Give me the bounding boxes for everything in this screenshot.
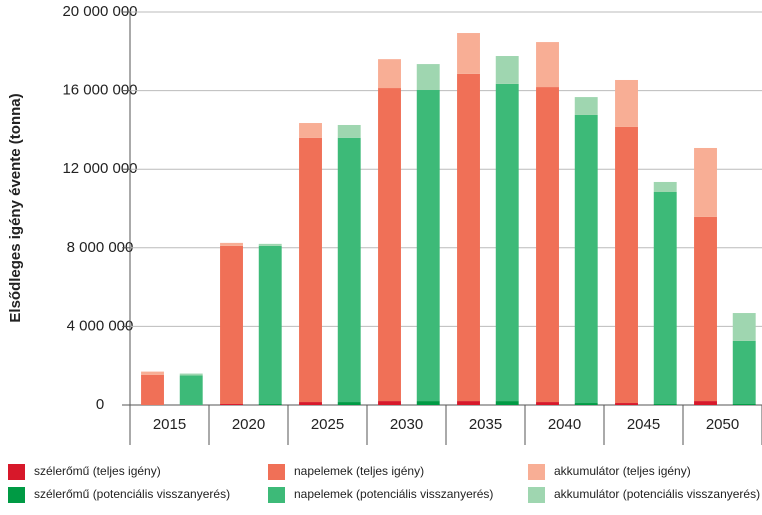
y-axis-label: Elsődleges igény évente (tonna)	[7, 93, 24, 322]
x-tick-label: 2040	[548, 416, 581, 433]
bar-segment	[732, 313, 756, 341]
bar-segment	[615, 403, 638, 405]
bar-segment	[220, 242, 243, 246]
bar-segment	[732, 404, 756, 405]
bar-segment	[220, 404, 243, 405]
bar-segment	[258, 243, 282, 246]
bar-segment	[495, 401, 519, 405]
legend-label: akkumulátor (potenciális visszanyerés)	[554, 487, 760, 501]
legend-swatch	[528, 487, 545, 503]
legend-swatch	[8, 487, 25, 503]
legend-swatch	[268, 487, 285, 503]
bar-segment	[574, 97, 598, 115]
bar-segment	[457, 73, 480, 402]
bar-segment	[179, 375, 203, 405]
bar-segment	[615, 126, 638, 404]
legend-label: szélerőmű (teljes igény)	[34, 464, 161, 478]
bar-segment	[299, 123, 322, 138]
bar-segment	[141, 374, 164, 405]
bar-segment	[574, 114, 598, 404]
bar-segment	[141, 371, 164, 375]
bar-segment	[337, 124, 361, 138]
bar-segment	[495, 83, 519, 402]
x-tick-label: 2035	[469, 416, 502, 433]
bar-segment	[299, 137, 322, 403]
y-tick-label: 12 000 000	[62, 160, 137, 177]
bar-segment	[495, 56, 519, 84]
legend-label: akkumulátor (teljes igény)	[554, 464, 691, 478]
x-tick-label: 2030	[390, 416, 423, 433]
x-tick-label: 2045	[627, 416, 660, 433]
bar-segment	[574, 403, 598, 405]
bar-segment	[653, 404, 677, 405]
bar-segment	[416, 90, 440, 402]
y-tick-label: 20 000 000	[62, 3, 137, 20]
legend-swatch	[268, 464, 285, 480]
x-tick-label: 2015	[153, 416, 186, 433]
bar-segment	[694, 216, 717, 402]
legend-label: szélerőmű (potenciális visszanyerés)	[34, 487, 230, 501]
bar-segment	[378, 88, 401, 402]
bar-segment	[536, 87, 559, 403]
bar-segment	[378, 401, 401, 405]
bar-segment	[732, 340, 756, 405]
legend-swatch	[528, 464, 545, 480]
bar-segment	[258, 245, 282, 405]
bar-segment	[299, 402, 322, 405]
legend-swatch	[8, 464, 25, 480]
y-tick-label: 0	[96, 396, 104, 413]
y-tick-label: 8 000 000	[67, 239, 134, 256]
bar-segment	[337, 402, 361, 405]
bar-segment	[536, 42, 559, 88]
bar-segment	[416, 64, 440, 91]
bar-segment	[378, 59, 401, 89]
bar-segment	[653, 191, 677, 405]
bar-segment	[694, 147, 717, 217]
bar-segment	[416, 401, 440, 405]
bar-segment	[220, 245, 243, 405]
bar-segment	[536, 402, 559, 405]
bar-segment	[694, 401, 717, 405]
bar-segment	[457, 401, 480, 405]
x-tick-label: 2050	[706, 416, 739, 433]
bar-segment	[179, 373, 203, 376]
y-tick-label: 4 000 000	[67, 317, 134, 334]
x-tick-label: 2025	[311, 416, 344, 433]
bar-segment	[615, 79, 638, 127]
bar-segment	[457, 33, 480, 74]
legend-label: napelemek (teljes igény)	[294, 464, 424, 478]
legend-label: napelemek (potenciális visszanyerés)	[294, 487, 493, 501]
bar-segment	[653, 181, 677, 192]
x-tick-label: 2020	[232, 416, 265, 433]
y-tick-label: 16 000 000	[62, 82, 137, 99]
bar-segment	[337, 137, 361, 403]
bar-segment	[258, 404, 282, 405]
